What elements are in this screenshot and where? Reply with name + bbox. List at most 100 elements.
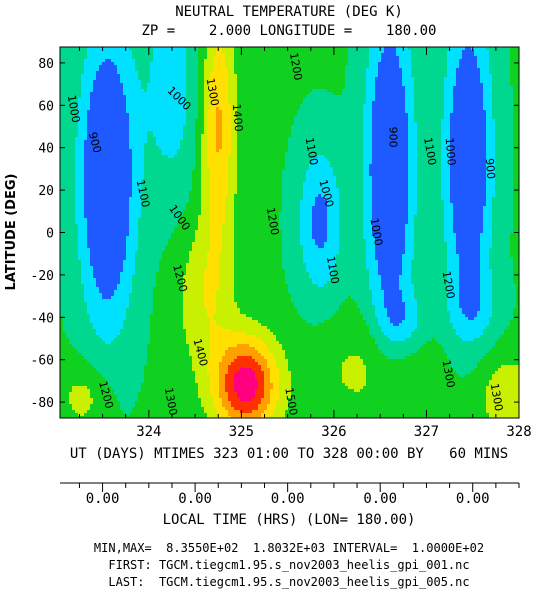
field-cell (222, 50, 226, 54)
field-cell (453, 47, 457, 51)
field-cell (282, 53, 286, 57)
field-cell (144, 62, 148, 66)
field-cell (435, 50, 439, 54)
field-cell (267, 56, 271, 60)
field-cell (60, 62, 64, 66)
field-cell (198, 53, 202, 57)
field-cell (369, 53, 373, 57)
field-cell (342, 53, 346, 57)
field-cell (483, 59, 487, 63)
field-cell (408, 50, 412, 54)
field-cell (273, 62, 277, 66)
field-cell (192, 62, 196, 66)
field-cell (177, 50, 181, 54)
field-cell (99, 62, 103, 66)
field-cell (111, 56, 115, 60)
field-cell (306, 56, 310, 60)
field-cell (483, 56, 487, 60)
field-cell (171, 53, 175, 57)
field-cell (393, 47, 397, 51)
field-cell (213, 59, 217, 63)
field-cell (291, 47, 295, 51)
field-cell (180, 59, 184, 63)
field-cell (231, 56, 235, 60)
field-cell (183, 50, 187, 54)
field-cell (189, 53, 193, 57)
field-cell (264, 59, 268, 63)
field-cell (141, 62, 145, 66)
field-cell (216, 53, 220, 57)
field-cell (270, 56, 274, 60)
field-cell (423, 53, 427, 57)
field-cell (363, 50, 367, 54)
field-cell (261, 47, 265, 51)
field-cell (357, 47, 361, 51)
field-cell (369, 56, 373, 60)
field-cell (339, 59, 343, 63)
field-cell (87, 56, 91, 60)
field-cell (153, 59, 157, 63)
field-cell (219, 62, 223, 66)
field-cell (447, 47, 451, 51)
field-cell (312, 50, 316, 54)
field-cell (66, 47, 70, 51)
field-cell (339, 53, 343, 57)
field-cell (126, 62, 130, 66)
field-cell (120, 53, 124, 57)
field-cell (159, 47, 163, 51)
field-cell (480, 47, 484, 51)
field-cell (177, 56, 181, 60)
field-cell (294, 62, 298, 66)
field-cell (189, 62, 193, 66)
field-cell (348, 56, 352, 60)
field-cell (192, 56, 196, 60)
field-cell (450, 47, 454, 51)
field-cell (117, 59, 121, 63)
field-cell (405, 59, 409, 63)
field-cell (60, 47, 64, 51)
field-cell (96, 59, 100, 63)
field-cell (360, 47, 364, 51)
field-cell (447, 59, 451, 63)
field-cell (75, 47, 79, 51)
field-cell (324, 59, 328, 63)
field-cell (303, 47, 307, 51)
field-cell (186, 53, 190, 57)
field-cell (186, 50, 190, 54)
field-cell (153, 47, 157, 51)
field-cell (126, 50, 130, 54)
field-cell (243, 62, 247, 66)
field-cell (165, 59, 169, 63)
field-cell (81, 50, 85, 54)
field-cell (477, 47, 481, 51)
field-cell (333, 59, 337, 63)
field-cell (312, 56, 316, 60)
field-cell (129, 53, 133, 57)
field-cell (402, 53, 406, 57)
field-cell (375, 47, 379, 51)
field-cell (261, 50, 265, 54)
field-cell (177, 47, 181, 51)
field-cell (408, 47, 412, 51)
field-cell (321, 53, 325, 57)
field-cell (300, 56, 304, 60)
field-cell (147, 56, 151, 60)
field-cell (348, 53, 352, 57)
field-cell (180, 56, 184, 60)
field-cell (333, 50, 337, 54)
field-cell (333, 47, 337, 51)
field-cell (387, 53, 391, 57)
field-cell (336, 59, 340, 63)
field-cell (132, 59, 136, 63)
field-cell (318, 53, 322, 57)
field-cell (228, 56, 232, 60)
field-cell (156, 62, 160, 66)
field-cell (474, 53, 478, 57)
field-cell (444, 50, 448, 54)
field-cell (87, 50, 91, 54)
field-cell (498, 50, 502, 54)
field-cell (411, 50, 415, 54)
field-cell (138, 62, 142, 66)
field-cell (231, 47, 235, 51)
field-cell (288, 59, 292, 63)
